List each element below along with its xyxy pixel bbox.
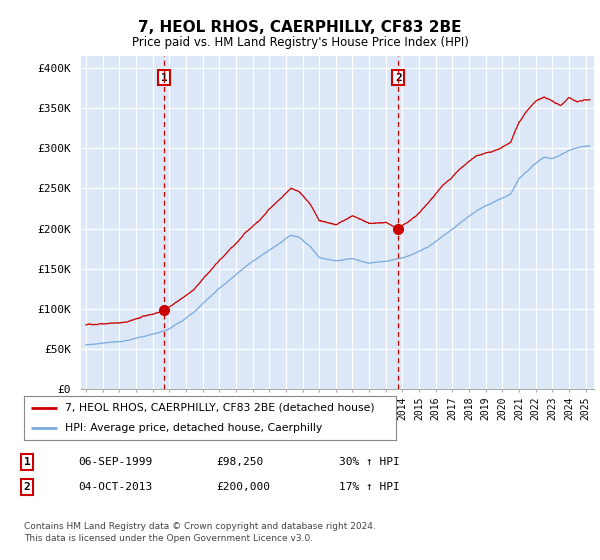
- Text: £98,250: £98,250: [216, 457, 263, 467]
- Text: Price paid vs. HM Land Registry's House Price Index (HPI): Price paid vs. HM Land Registry's House …: [131, 36, 469, 49]
- Text: 1: 1: [161, 73, 167, 83]
- Text: 06-SEP-1999: 06-SEP-1999: [78, 457, 152, 467]
- Text: 30% ↑ HPI: 30% ↑ HPI: [339, 457, 400, 467]
- Text: 7, HEOL RHOS, CAERPHILLY, CF83 2BE (detached house): 7, HEOL RHOS, CAERPHILLY, CF83 2BE (deta…: [65, 403, 374, 413]
- Text: This data is licensed under the Open Government Licence v3.0.: This data is licensed under the Open Gov…: [24, 534, 313, 543]
- Text: Contains HM Land Registry data © Crown copyright and database right 2024.: Contains HM Land Registry data © Crown c…: [24, 522, 376, 531]
- Text: HPI: Average price, detached house, Caerphilly: HPI: Average price, detached house, Caer…: [65, 423, 322, 433]
- Text: 17% ↑ HPI: 17% ↑ HPI: [339, 482, 400, 492]
- Text: 2: 2: [395, 73, 401, 83]
- Text: 04-OCT-2013: 04-OCT-2013: [78, 482, 152, 492]
- Text: 1: 1: [23, 457, 31, 467]
- Text: 7, HEOL RHOS, CAERPHILLY, CF83 2BE: 7, HEOL RHOS, CAERPHILLY, CF83 2BE: [138, 20, 462, 35]
- Text: £200,000: £200,000: [216, 482, 270, 492]
- Text: 2: 2: [23, 482, 31, 492]
